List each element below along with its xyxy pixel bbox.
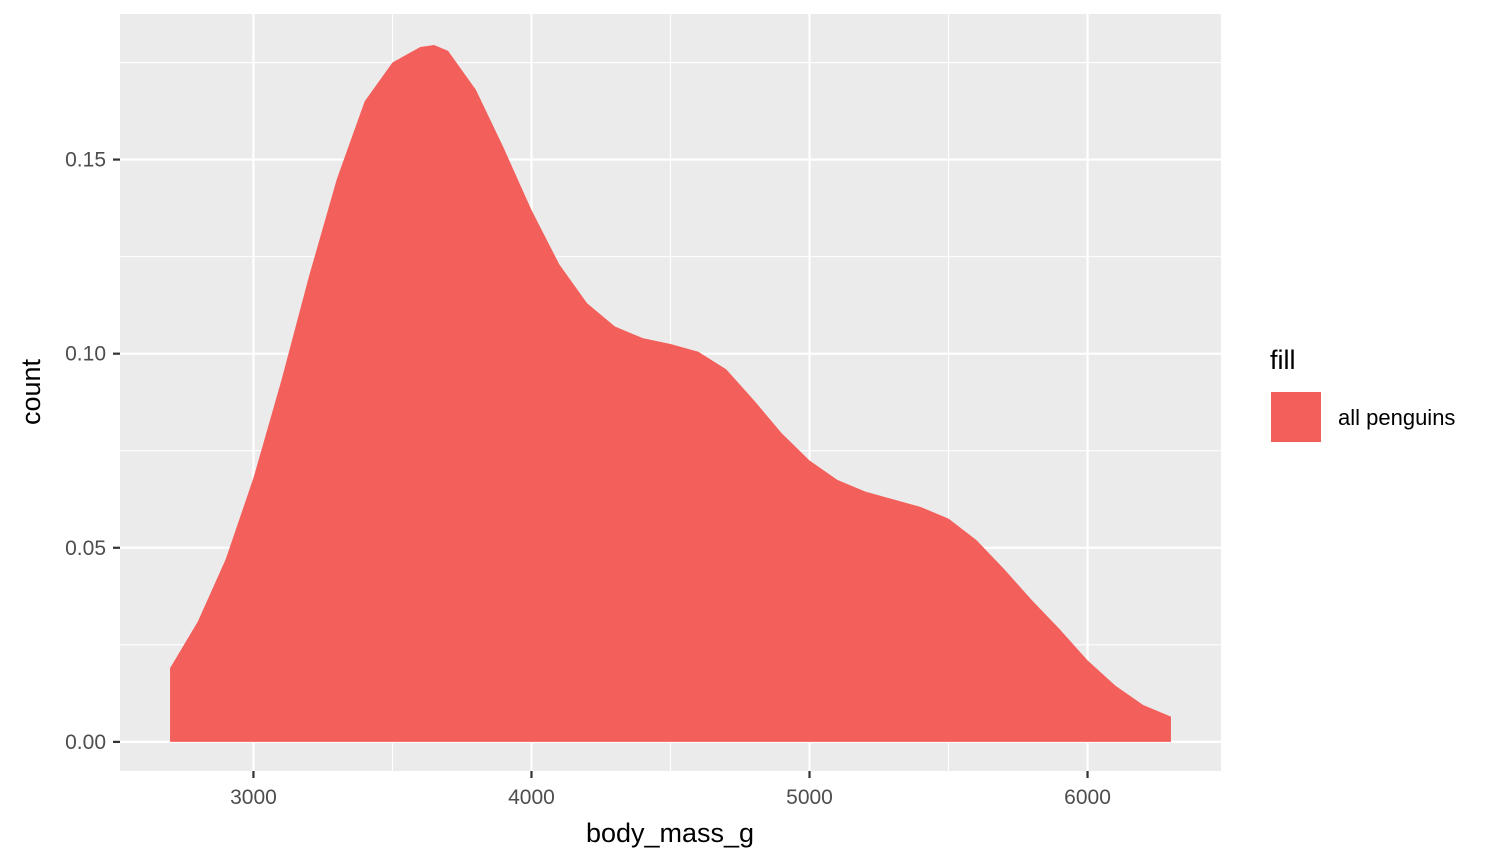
x-tick-label-1: 4000 (508, 786, 555, 809)
y-tick-label-2: 0.10 (65, 343, 106, 366)
y-axis: 0.00 0.05 0.10 0.15 (65, 149, 120, 754)
legend-title: fill (1270, 345, 1296, 375)
x-tick-label-0: 3000 (230, 786, 277, 809)
series-layer (170, 45, 1171, 742)
y-tick-label-3: 0.15 (65, 149, 106, 172)
y-axis-title: count (16, 358, 46, 425)
legend: fill all penguins (1270, 345, 1455, 442)
x-axis: 3000 4000 5000 6000 (230, 771, 1111, 809)
x-tick-label-3: 6000 (1064, 786, 1111, 809)
legend-key-all-penguins (1271, 392, 1321, 442)
x-axis-title: body_mass_g (586, 818, 754, 848)
y-tick-label-1: 0.05 (65, 537, 106, 560)
x-tick-label-2: 5000 (786, 786, 833, 809)
legend-label-all-penguins: all penguins (1338, 405, 1455, 430)
y-tick-label-0: 0.00 (65, 731, 106, 754)
density-area-0 (170, 45, 1171, 742)
